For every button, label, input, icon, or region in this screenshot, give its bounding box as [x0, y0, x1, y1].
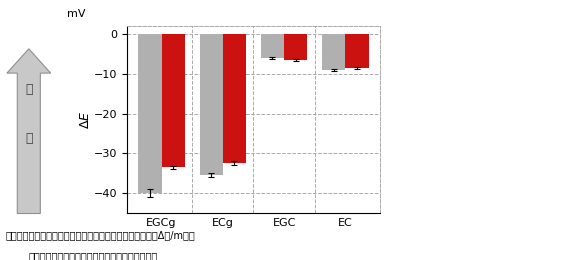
Text: 図１　味覚センサーによる各カテキン水櫩液の応答出力（ΔＥ/mＶ）: 図１ 味覚センサーによる各カテキン水櫩液の応答出力（ΔＥ/mＶ）: [6, 230, 195, 240]
Text: 渋: 渋: [25, 83, 33, 96]
Bar: [199, 34, 223, 175]
Y-axis label: $\Delta E$: $\Delta E$: [79, 110, 92, 129]
Text: 灘色：カテキンのみ，赤色：カテキン＋ペクチン: 灘色：カテキンのみ，赤色：カテキン＋ペクチン: [29, 251, 158, 260]
Bar: [223, 34, 246, 164]
Bar: [161, 34, 185, 167]
FancyArrow shape: [7, 49, 51, 213]
Text: mV: mV: [67, 9, 85, 18]
Bar: [346, 34, 369, 68]
Bar: [138, 34, 161, 193]
Bar: [261, 34, 284, 58]
Bar: [322, 34, 346, 70]
Text: 味: 味: [25, 132, 33, 145]
Bar: [284, 34, 308, 60]
